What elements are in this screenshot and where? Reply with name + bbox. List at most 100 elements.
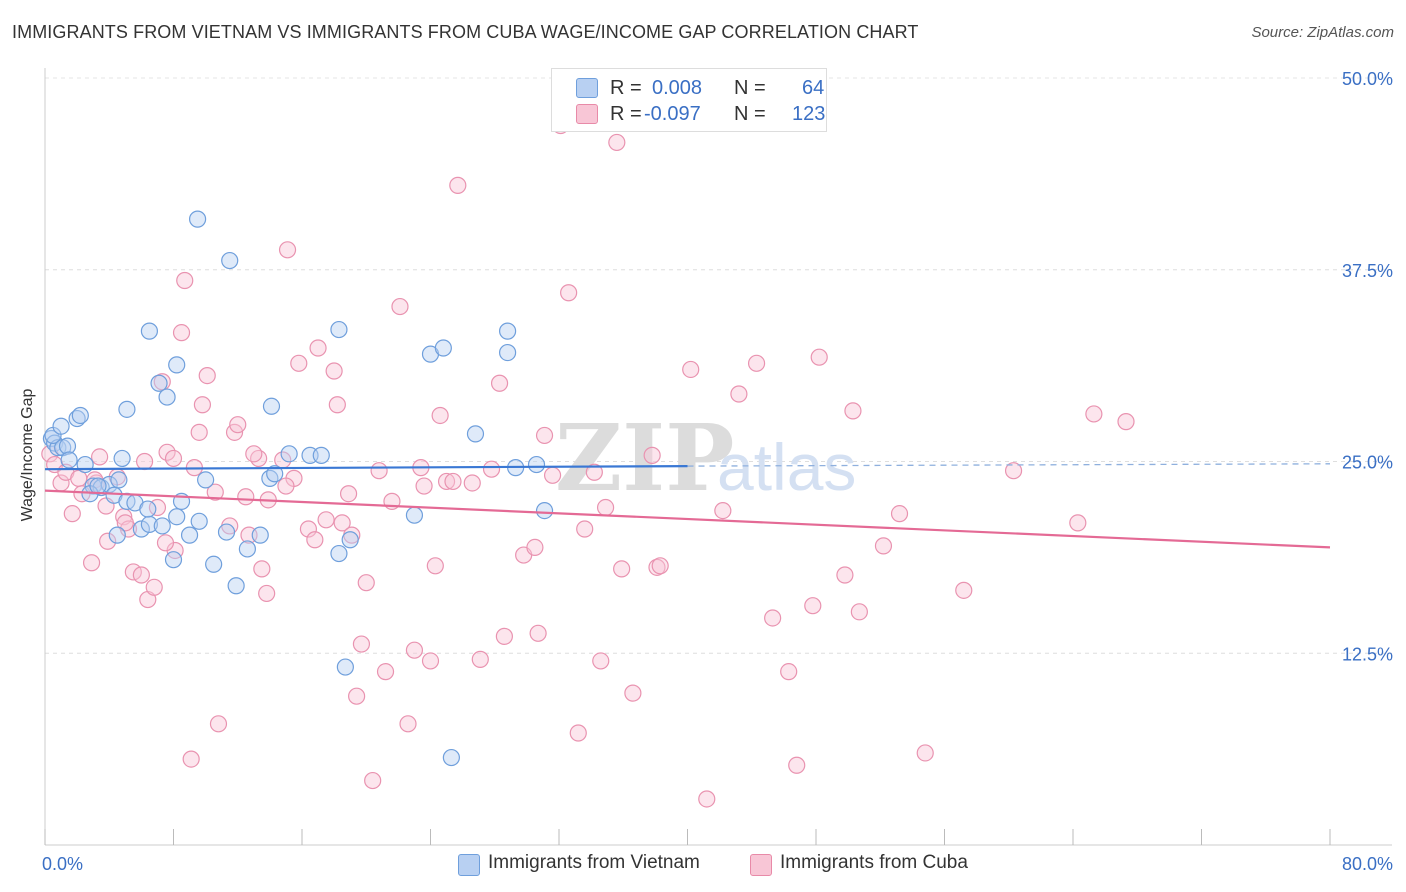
legend-r-value-cuba: -0.097 [644,103,701,125]
legend-swatch-vietnam [576,78,598,98]
cuba-point [182,750,200,768]
tick-labels: 12.5% 25.0% 37.5% 50.0% 0.0% 80.0% [42,69,1393,874]
cuba-point [415,477,433,495]
cuba-point [245,445,263,463]
cuba-point [850,603,868,621]
cuba-point [585,463,603,481]
vietnam-point [336,658,354,676]
cuba-point [132,566,150,584]
cuba-point [608,133,626,152]
cuba-point [333,514,351,532]
cuba-point [193,396,212,414]
cuba-point [490,374,509,392]
cuba-point [682,360,700,379]
vietnam-point [71,406,89,425]
vietnam-point [280,445,298,463]
cuba-point [82,554,101,572]
cuba-point [529,624,547,642]
cuba-point [543,466,562,484]
vietnam-point [205,555,223,573]
cuba-point [643,446,661,464]
cuba-point [624,684,642,702]
vietnam-point [527,455,546,474]
legend-swatch-cuba [576,104,598,124]
cuba-point [569,724,587,742]
vietnam-point [330,320,348,339]
cuba-point [874,537,893,555]
cuba-point [596,498,615,517]
vietnam-trend-line [44,465,688,471]
cuba-point [309,339,327,357]
cuba-point [576,520,594,538]
cuba-point [1004,462,1023,480]
cuba-point [780,663,798,681]
cuba-point [209,715,228,733]
vietnam-point [76,455,94,474]
vietnam-point [266,465,284,483]
vietnam-point [405,506,424,524]
legend-r-value-vietnam: 0.008 [652,77,703,99]
cuba-point [471,650,489,668]
vietnam-point [108,526,126,544]
vietnam-point [330,544,348,563]
cuba-point [237,488,255,506]
vietnam-point [466,425,485,443]
vietnam-point [221,251,239,270]
cuba-point [348,687,366,705]
cuba-point [955,581,973,599]
cuba-point [370,462,388,480]
series-vietnam-points [42,210,554,767]
cuba-point [258,584,276,603]
cuba-point [788,756,806,774]
cuba-point [698,790,716,808]
cuba-trend-line [44,489,1331,549]
legend-n-value-vietnam: 64 [802,77,825,99]
legend-n-label: N = [734,77,766,99]
cuba-point [253,560,271,578]
bottom-legend-label-vietnam: Immigrants from Vietnam [488,852,700,873]
cuba-point [592,652,610,670]
y-tick-label: 25.0% [1342,453,1393,473]
watermark-atlas: atlas [717,430,856,504]
cuba-point [1069,514,1087,532]
axes [44,68,1392,846]
cuba-point [352,635,371,653]
cuba-point [116,514,134,532]
cuba-point [836,566,854,584]
cuba-point [278,241,297,259]
vietnam-point [113,449,131,468]
correlation-legend: R = 0.008 N = 64 R = -0.097 N = 123 [551,68,827,132]
vietnam-trend-extension [687,463,1331,467]
cuba-point [426,557,444,575]
cuba-point [176,271,194,290]
cuba-point [1085,405,1103,423]
vietnam-point [118,400,136,418]
vietnam-point [341,531,359,549]
vietnam-point [197,471,215,489]
vietnam-point [110,471,128,489]
bottom-legend-label-cuba: Immigrants from Cuba [780,852,968,873]
chart-title: IMMIGRANTS FROM VIETNAM VS IMMIGRANTS FR… [12,22,919,42]
vietnam-point [499,343,517,362]
x-tick-label: 80.0% [1342,854,1393,874]
cuba-point [145,578,163,596]
vietnam-point [261,469,279,487]
vietnam-point [52,417,70,435]
cuba-point [250,449,268,468]
vietnam-point [68,409,86,428]
cuba-point [890,505,909,523]
vietnam-point [434,339,452,357]
vietnam-point [535,501,554,520]
x-tick-label: 0.0% [42,854,83,874]
y-tick-label: 37.5% [1342,261,1393,281]
cuba-point [91,448,109,466]
legend-r-label: R = [610,103,642,125]
cuba-point [290,354,308,372]
cuba-point [206,483,224,501]
cuba-point [844,402,862,420]
vietnam-point [312,446,330,464]
vietnam-point [442,748,460,767]
cuba-point [405,641,424,659]
vietnam-point [140,322,159,340]
